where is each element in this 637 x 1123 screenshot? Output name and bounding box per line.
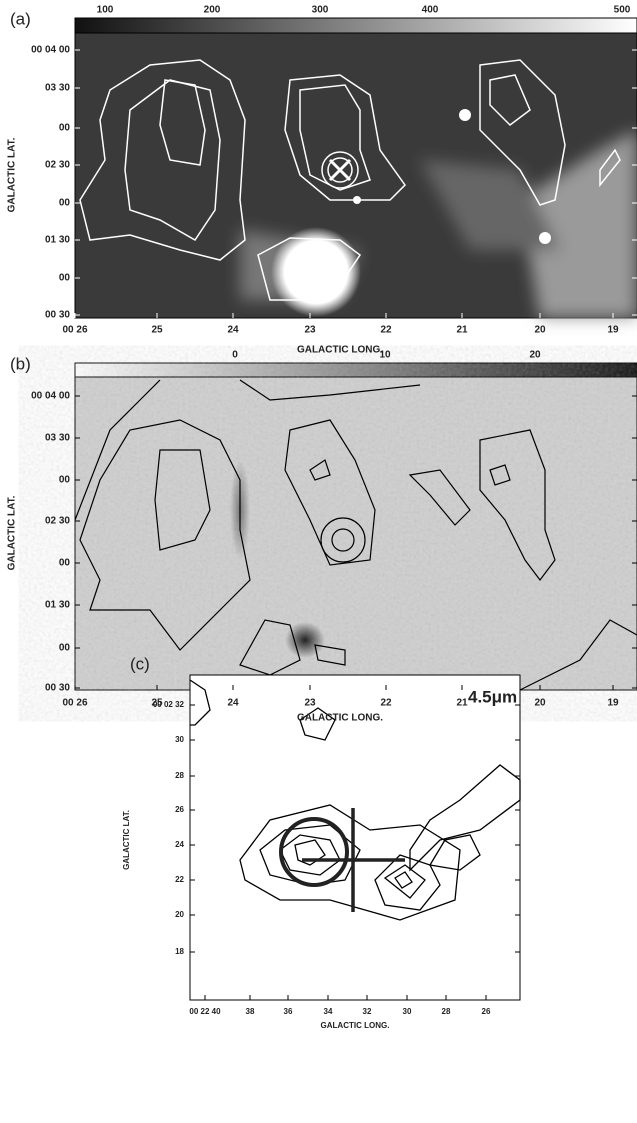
- x-tick-label: 36: [284, 1007, 293, 1016]
- x-tick-label: 38: [246, 1007, 255, 1016]
- colorbar-label: 300: [312, 5, 329, 16]
- y-tick-label: 00: [59, 123, 71, 134]
- colorbar-label: 20: [529, 350, 541, 361]
- colorbar: [75, 363, 637, 377]
- y-axis-label: GALACTIC LAT.: [122, 810, 131, 870]
- x-tick-label: 24: [227, 325, 239, 336]
- colorbar-label: 10: [379, 350, 391, 361]
- x-tick-label: 21: [456, 325, 468, 336]
- y-tick-label: 00: [59, 643, 71, 654]
- star: [459, 109, 471, 121]
- colorbar-label: 200: [204, 5, 221, 16]
- x-tick-label: 00 26: [62, 325, 87, 336]
- y-tick-label: 00: [59, 198, 71, 209]
- y-tick-label: 22: [175, 875, 184, 884]
- y-tick-label: 01 30: [45, 600, 70, 611]
- y-tick-label: 18: [175, 947, 184, 956]
- y-tick-label: 00 02 32: [153, 700, 185, 709]
- x-tick-label: 32: [363, 1007, 372, 1016]
- x-tick-label: 19: [607, 698, 619, 709]
- y-tick-label: 00 04 00: [31, 391, 70, 402]
- y-tick-label: 00 30: [45, 310, 70, 321]
- y-tick-label: 00 04 00: [31, 45, 70, 56]
- y-tick-label: 00 30: [45, 683, 70, 694]
- x-tick-label: 22: [380, 698, 392, 709]
- y-tick-label: 01 30: [45, 235, 70, 246]
- x-tick-label: 24: [227, 698, 239, 709]
- x-tick-label: 21: [456, 698, 468, 709]
- y-tick-label: 00: [59, 475, 71, 486]
- panel-label: (a): [10, 9, 31, 28]
- y-tick-label: 03 30: [45, 433, 70, 444]
- y-tick-label: 26: [175, 805, 184, 814]
- star: [539, 232, 551, 244]
- colorbar-label: 500: [614, 5, 631, 16]
- y-axis-label: GALACTIC LAT.: [7, 495, 18, 570]
- x-tick-label: 23: [304, 325, 316, 336]
- x-axis-label: GALACTIC LONG.: [297, 713, 383, 724]
- y-tick-label: 02 30: [45, 516, 70, 527]
- colorbar-label: 100: [97, 5, 114, 16]
- panel-label: (b): [10, 354, 31, 373]
- x-tick-label: 22: [380, 325, 392, 336]
- y-tick-label: 03 30: [45, 83, 70, 94]
- y-tick-label: 00: [59, 273, 71, 284]
- x-tick-label: 00 22 40: [189, 1007, 221, 1016]
- x-tick-label: 28: [442, 1007, 451, 1016]
- plot-frame: [190, 675, 520, 1000]
- x-tick-label: 25: [151, 325, 163, 336]
- y-tick-label: 30: [175, 735, 184, 744]
- band-label: 4.5μm: [468, 687, 517, 706]
- x-tick-label: 23: [304, 698, 316, 709]
- y-axis-label: GALACTIC LAT.: [7, 137, 18, 212]
- panel-label: (c): [130, 654, 150, 673]
- y-tick-label: 28: [175, 771, 184, 780]
- x-tick-label: 00 26: [62, 698, 87, 709]
- x-axis-label: GALACTIC LONG.: [321, 1021, 390, 1030]
- y-tick-label: 00: [59, 558, 71, 569]
- y-tick-label: 02 30: [45, 160, 70, 171]
- x-tick-label: 19: [607, 325, 619, 336]
- x-tick-label: 26: [482, 1007, 491, 1016]
- x-tick-label: 30: [403, 1007, 412, 1016]
- y-tick-label: 24: [175, 840, 184, 849]
- x-tick-label: 20: [534, 325, 546, 336]
- colorbar-label: 0: [232, 350, 238, 361]
- x-axis-label: GALACTIC LONG.: [297, 345, 383, 356]
- x-tick-label: 20: [534, 698, 546, 709]
- x-tick-label: 34: [324, 1007, 333, 1016]
- colorbar: [75, 18, 637, 33]
- colorbar-label: 400: [422, 5, 439, 16]
- y-tick-label: 20: [175, 910, 184, 919]
- figure: 4.5μm (a)10020030040050000 04 0003 30000…: [0, 0, 637, 1123]
